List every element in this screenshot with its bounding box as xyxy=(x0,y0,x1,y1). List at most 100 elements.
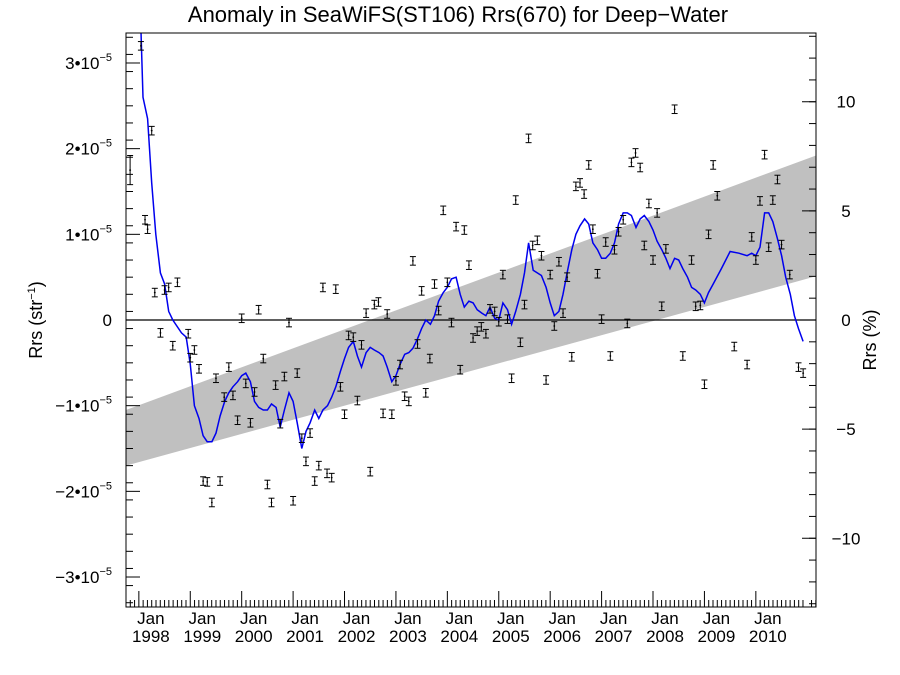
data-point xyxy=(151,287,158,298)
data-point xyxy=(324,468,331,479)
x-tick-label-month: Jan xyxy=(291,609,318,628)
trend-band-layer xyxy=(126,155,816,466)
data-point xyxy=(448,317,455,328)
x-tick-label-month: Jan xyxy=(240,609,267,628)
y-tick-label-left: −2•10−5 xyxy=(55,480,112,501)
data-point xyxy=(350,332,357,342)
x-tick-label-month: Jan xyxy=(651,609,678,628)
data-point xyxy=(217,476,224,486)
data-point xyxy=(645,198,652,209)
tick-labels: 3•10−5 2•10−5 1•10−5 0 −1•10−5 −2•10−5 −3•10−5… xyxy=(55,52,860,646)
data-point xyxy=(641,240,648,251)
x-tick-label-month: Jan xyxy=(137,609,164,628)
data-point xyxy=(272,380,279,390)
x-tick-label-year: 2001 xyxy=(286,627,324,646)
data-point xyxy=(204,477,211,487)
y-axis-label-right: Rrs (%) xyxy=(860,310,880,371)
data-point xyxy=(572,181,579,192)
y-tick-label-left: 2•10−5 xyxy=(65,138,112,159)
data-point xyxy=(465,260,472,270)
y-axis-label-left-close: ) xyxy=(26,281,46,287)
data-point xyxy=(602,237,609,247)
data-point xyxy=(144,224,151,234)
data-point xyxy=(568,352,575,362)
data-point xyxy=(358,340,365,350)
data-point xyxy=(414,339,421,349)
data-point xyxy=(298,433,305,444)
data-point xyxy=(174,277,181,288)
data-point xyxy=(294,368,301,378)
data-point xyxy=(482,328,489,339)
data-point xyxy=(607,351,614,361)
data-point xyxy=(191,345,198,355)
y-tick-label-right: 5 xyxy=(841,202,850,221)
data-point xyxy=(431,279,438,289)
data-point xyxy=(611,244,618,255)
data-point xyxy=(255,304,262,315)
data-point xyxy=(470,333,477,343)
data-point xyxy=(499,269,506,280)
data-point xyxy=(422,388,429,398)
data-point xyxy=(491,306,498,317)
data-point xyxy=(397,359,404,370)
trend-band xyxy=(126,155,816,466)
data-point xyxy=(238,313,245,324)
data-point xyxy=(212,373,219,384)
data-point xyxy=(380,408,387,419)
data-point xyxy=(778,239,785,250)
data-point xyxy=(388,409,395,420)
y-tick-label-right: 0 xyxy=(841,311,850,330)
data-point xyxy=(418,286,425,296)
data-point xyxy=(658,301,665,312)
data-point xyxy=(311,476,318,486)
data-point xyxy=(589,224,596,234)
x-tick-label-year: 2000 xyxy=(235,627,273,646)
data-point xyxy=(517,337,524,348)
data-point xyxy=(457,364,464,375)
data-point xyxy=(426,353,433,364)
x-tick-label-month: Jan xyxy=(446,609,473,628)
data-point xyxy=(624,318,631,329)
x-tick-label-month: Jan xyxy=(548,609,575,628)
y-tick-label-right: 10 xyxy=(837,93,856,112)
data-point xyxy=(148,125,155,136)
y-axis-label-left-main: Rrs (str xyxy=(26,300,46,359)
x-tick-label-year: 1998 xyxy=(132,627,170,646)
y-tick-label-right: −5 xyxy=(836,420,855,439)
y-tick-label-left: −1•10−5 xyxy=(55,395,112,416)
data-point xyxy=(701,379,708,390)
x-tick-label-month: Jan xyxy=(394,609,421,628)
data-point xyxy=(405,396,412,407)
data-point xyxy=(461,225,468,235)
data-point xyxy=(478,322,485,332)
data-point xyxy=(679,351,686,361)
data-point xyxy=(185,328,192,339)
data-point xyxy=(384,309,391,319)
data-point xyxy=(697,300,704,311)
data-point xyxy=(560,308,567,318)
data-point xyxy=(453,221,460,232)
data-point xyxy=(332,284,339,294)
data-point xyxy=(731,341,738,352)
data-point xyxy=(401,391,408,402)
y-tick-label-left: 3•10−5 xyxy=(65,52,112,73)
data-point xyxy=(650,255,657,265)
data-point xyxy=(161,285,168,295)
data-point xyxy=(581,189,588,199)
data-point xyxy=(508,373,515,384)
data-point xyxy=(748,232,755,242)
series-line xyxy=(140,33,804,449)
x-tick-label-year: 2008 xyxy=(646,627,684,646)
data-point xyxy=(744,359,751,370)
x-tick-label-year: 1999 xyxy=(183,627,221,646)
data-point xyxy=(551,321,558,331)
data-point xyxy=(363,308,370,318)
x-tick-label-year: 2005 xyxy=(492,627,530,646)
data-point xyxy=(440,205,447,216)
data-point xyxy=(521,299,528,310)
data-point xyxy=(495,316,502,327)
data-point xyxy=(247,418,254,428)
data-point xyxy=(196,364,203,374)
data-point xyxy=(628,157,635,168)
